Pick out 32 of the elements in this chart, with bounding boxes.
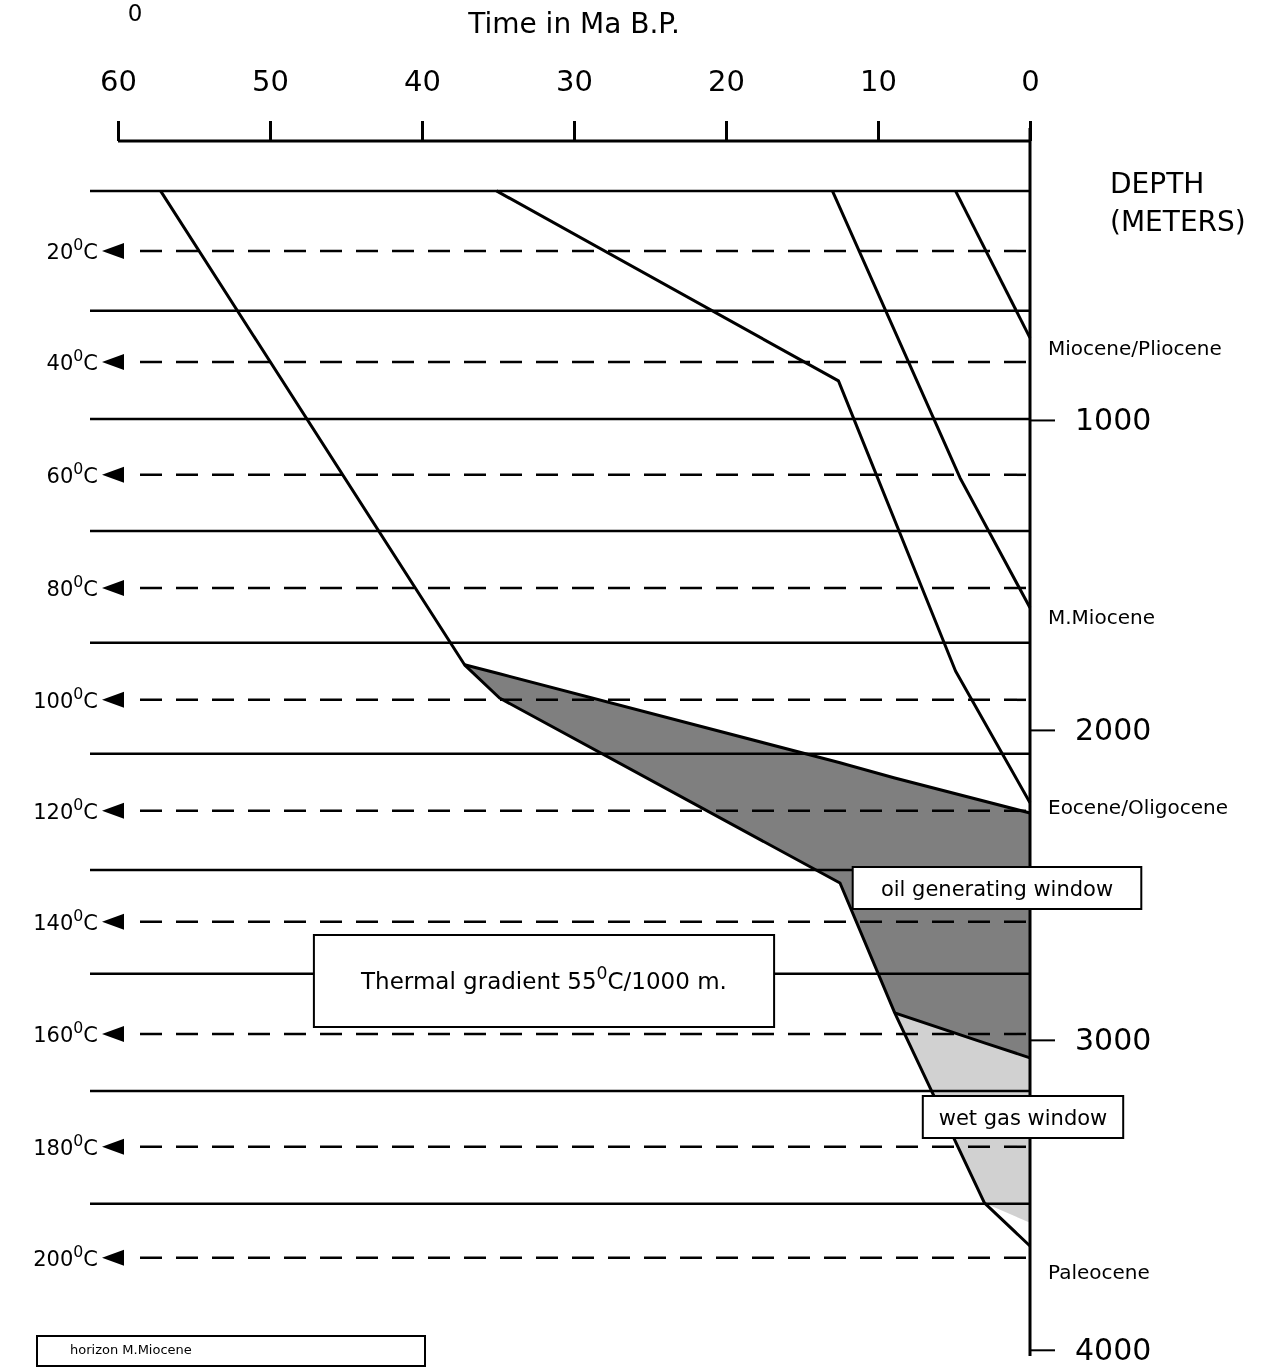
x-tick-label: 30 [556, 64, 593, 98]
y-tick-label: 2000 [1075, 712, 1152, 747]
ref-line-label: 120$^{0}$C [33, 794, 98, 824]
x-tick-label: 0 [1021, 64, 1040, 98]
x-axis-title: Time in Ma B.P. [467, 7, 680, 40]
y-tick-label: 4000 [1075, 1331, 1152, 1367]
text: 0 [127, 0, 143, 26]
y-axis-title: DEPTH (METERS) [1110, 167, 1246, 238]
ref-line-label: 40$^{0}$C [46, 345, 98, 375]
ref-line-label: 180$^{0}$C [33, 1130, 98, 1160]
annotation: wet gas window [938, 1106, 1108, 1130]
ref-line-label: 160$^{0}$C [33, 1017, 98, 1047]
x-tick-label: 40 [404, 64, 441, 98]
ref-line-label: 80$^{0}$C [46, 571, 98, 601]
y-tick-label: 3000 [1075, 1021, 1152, 1057]
text: Paleocene [1048, 1260, 1150, 1284]
x-tick-label: 10 [860, 64, 897, 98]
ref-line-label: 100$^{0}$C [33, 683, 98, 713]
ref-line-label: 140$^{0}$C [33, 905, 98, 935]
text: Eocene/Oligocene [1048, 795, 1228, 819]
text: Miocene/Pliocene [1048, 336, 1222, 360]
ref-line-label: 200$^{0}$C [33, 1241, 98, 1271]
ref-line-label: 60$^{0}$C [46, 458, 98, 488]
text: M.Miocene [1048, 605, 1155, 629]
annotation: oil generating window [880, 877, 1114, 901]
x-tick-label: 60 [100, 64, 137, 98]
annotation: horizon M.Miocene [70, 1342, 192, 1357]
annotation: Thermal gradient 55$^{0}$C/1000 m. [360, 963, 727, 994]
ref-line-label: 20$^{0}$C [46, 234, 98, 265]
x-tick-label: 20 [708, 64, 745, 98]
x-tick-label: 50 [252, 64, 289, 98]
y-tick-label: 1000 [1075, 402, 1152, 438]
